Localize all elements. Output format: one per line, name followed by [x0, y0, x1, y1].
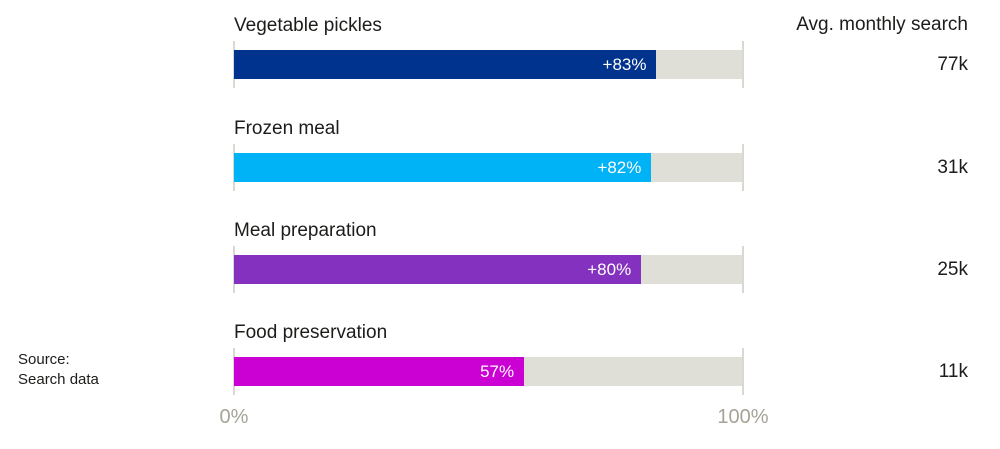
bar-value-label: 57% [480, 361, 515, 381]
axis-tick-100 [742, 144, 744, 191]
bar-track: +82% [233, 144, 744, 191]
source-note-line2: Search data [18, 371, 99, 388]
avg-monthly-value: 77k [937, 53, 968, 75]
avg-monthly-value: 31k [937, 156, 968, 178]
avg-monthly-value: 25k [937, 258, 968, 280]
x-axis-tick-label-100: 100% [717, 406, 769, 428]
bar: +83% [234, 50, 657, 79]
avg-monthly-search-column-header: Avg. monthly search [796, 14, 968, 35]
source-note-line1: Source: [18, 351, 70, 368]
category-label: Meal preparation [234, 220, 377, 241]
axis-tick-100 [742, 348, 744, 395]
x-axis-tick-label-0: 0% [219, 406, 249, 428]
avg-monthly-value: 11k [938, 360, 968, 382]
category-label: Frozen meal [234, 118, 340, 139]
bar: 57% [234, 357, 525, 386]
bar-track: +83% [233, 41, 744, 88]
bar: +80% [234, 255, 642, 284]
axis-tick-100 [742, 246, 744, 293]
source-note: Source: Search data [18, 350, 99, 390]
axis-tick-100 [742, 41, 744, 88]
bar-value-label: +80% [587, 259, 632, 279]
category-label: Vegetable pickles [234, 15, 382, 36]
category-label: Food preservation [234, 322, 388, 343]
bar-value-label: +82% [597, 157, 642, 177]
bar-track: 57% [233, 348, 744, 395]
bar-value-label: +83% [602, 54, 647, 74]
bar-track: +80% [233, 246, 744, 293]
bar: +82% [234, 153, 652, 182]
